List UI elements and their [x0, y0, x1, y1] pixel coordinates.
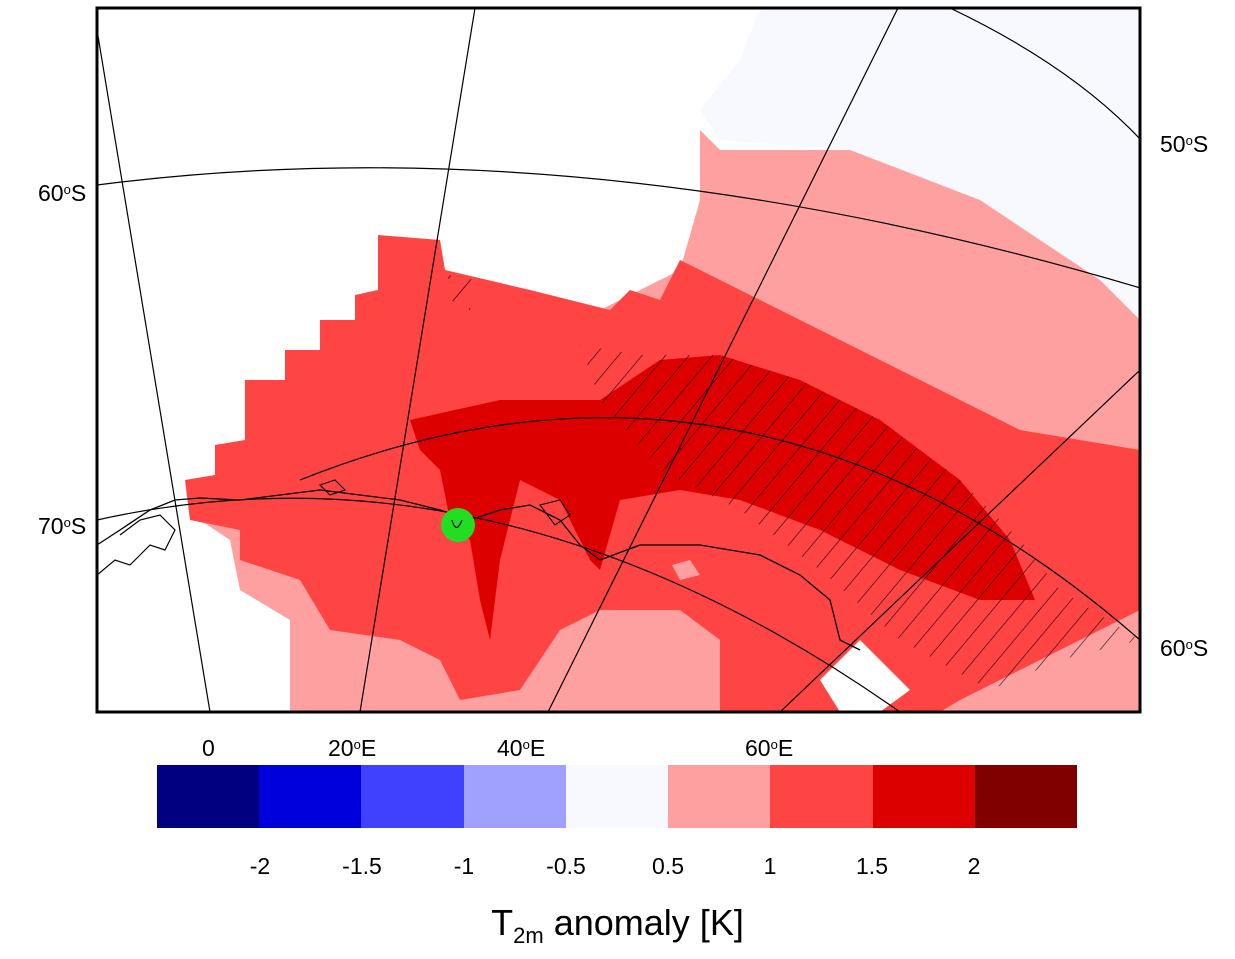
colorbar-swatch — [974, 765, 1077, 828]
colorbar-title: T2m anomaly [K] — [491, 902, 744, 949]
station-coast-detail — [451, 519, 463, 529]
colorbar-tick-label: 1 — [763, 853, 777, 879]
lat-label-left-70s: 70oS — [38, 513, 87, 539]
lon-label-0: 0 — [202, 735, 215, 761]
lat-label-right-50s: 50oS — [1160, 131, 1209, 157]
meridian-40e — [547, 8, 899, 712]
coastline-islands — [318, 479, 571, 526]
colorbar-tick-label: -0.5 — [546, 853, 586, 879]
lon-label-60e: 60oE — [745, 735, 794, 761]
colorbar-tick-label: 1.5 — [856, 853, 888, 879]
colorbar-swatch — [157, 765, 260, 828]
lon-label-40e: 40oE — [497, 735, 546, 761]
colorbar-tick-label: -2 — [249, 853, 271, 879]
colorbar-swatch — [668, 765, 771, 828]
colorbar-swatch — [565, 765, 669, 828]
significance-hatching — [580, 345, 1140, 690]
colorbar-swatch — [770, 765, 873, 828]
lon-label-20e: 20oE — [328, 735, 377, 761]
latitude-line-50s — [949, 8, 1140, 140]
coastline — [97, 489, 861, 651]
colorbar-tick-label: 0.5 — [652, 853, 684, 879]
latitude-line-60s — [97, 167, 1140, 289]
coastline-west — [97, 514, 176, 576]
white-patch-small — [672, 560, 700, 580]
colorbar-tick-label: -1.5 — [342, 853, 382, 879]
white-patch — [820, 640, 910, 712]
lat-label-left-60s: 60oS — [38, 180, 87, 206]
colorbar-swatch — [872, 765, 975, 828]
lat-label-right-60s: 60oS — [1160, 635, 1209, 661]
colorbar — [157, 765, 1077, 828]
colorbar-swatch — [361, 765, 464, 828]
meridian-60e — [779, 369, 1140, 712]
colorbar-tick-label: -1 — [453, 853, 475, 879]
significance-hatching-small — [448, 275, 475, 310]
near-zero-region — [700, 8, 1140, 320]
colorbar-swatch — [259, 765, 362, 828]
meridian-0 — [97, 29, 211, 712]
meridian-20e — [359, 8, 476, 712]
map-frame — [95, 6, 1142, 714]
station-marker — [441, 508, 475, 542]
latitude-line-70s — [97, 497, 901, 712]
colorbar-swatch — [463, 765, 566, 828]
latitude-line-60s-right — [299, 417, 1140, 641]
colorbar-tick-label: 2 — [967, 853, 981, 879]
